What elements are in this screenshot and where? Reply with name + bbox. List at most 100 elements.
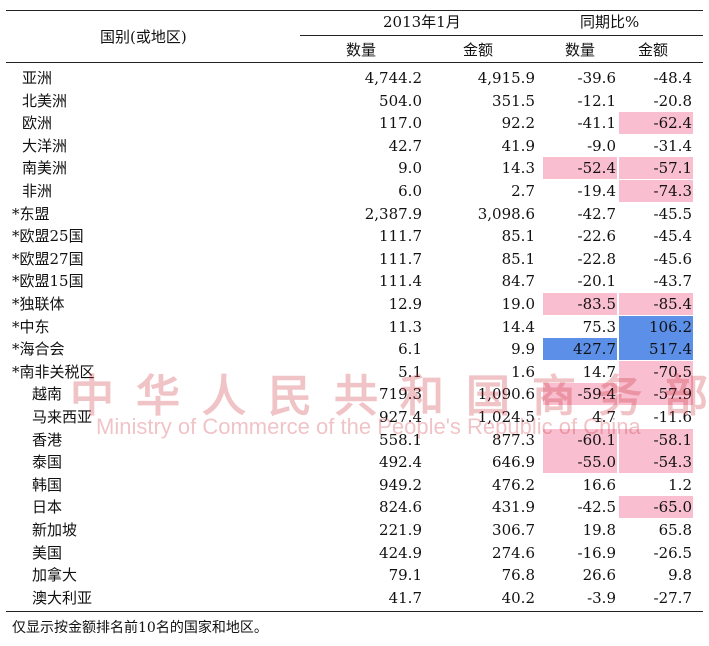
- cell-value: 2.7: [511, 182, 535, 200]
- cell-value: -85.4: [653, 295, 692, 313]
- cell-value: 1,090.6: [477, 385, 535, 404]
- cell-value: -22.6: [577, 227, 616, 246]
- cell-highlight: [543, 338, 617, 361]
- cell-value: 111.4: [379, 272, 422, 291]
- cell-highlight: [619, 360, 693, 383]
- cell-value: 3,098.6: [477, 204, 535, 223]
- cell-value: -54.3: [653, 453, 692, 472]
- cell-highlight: [619, 338, 693, 361]
- region-name: 越南: [32, 385, 63, 404]
- sub-rule: [300, 35, 703, 36]
- cell-value: 76.8: [501, 566, 535, 585]
- cell-value: -20.1: [577, 272, 616, 291]
- cell-value: 79.1: [388, 566, 422, 585]
- cell-value: -70.5: [653, 362, 692, 381]
- region-name: 北美洲: [22, 91, 68, 110]
- region-name: 非洲: [22, 182, 53, 200]
- cell-value: 719.3: [379, 385, 422, 404]
- cell-value: 5.1: [398, 362, 422, 381]
- cell-value: -11.6: [653, 408, 692, 426]
- cell-highlight: [619, 496, 693, 519]
- region-name: *南非关税区: [12, 362, 95, 381]
- cell-highlight: [543, 451, 617, 474]
- cell-value: 85.1: [501, 227, 535, 246]
- cell-value: 351.5: [492, 91, 535, 110]
- cell-value: 1.6: [511, 362, 535, 381]
- cell-value: -52.4: [577, 159, 616, 178]
- cell-value: -83.5: [577, 295, 616, 313]
- cell-value: 6.1: [398, 340, 422, 359]
- cell-highlight: [619, 383, 693, 406]
- cell-value: 1,024.5: [477, 408, 535, 426]
- cell-highlight: [619, 180, 693, 202]
- cell-value: 75.3: [582, 317, 616, 336]
- cell-value: 9.8: [668, 566, 692, 585]
- cell-value: -9.0: [587, 136, 616, 155]
- cell-value: -41.1: [577, 114, 616, 133]
- cell-value: 492.4: [379, 453, 422, 472]
- header: 金额: [463, 41, 494, 59]
- cell-value: 4,744.2: [364, 69, 422, 87]
- region-name: *东盟: [12, 204, 50, 223]
- header: 数量: [346, 41, 377, 59]
- cell-value: -45.6: [653, 249, 692, 268]
- cell-value: 9.0: [398, 159, 422, 178]
- cell-value: 41.7: [388, 588, 422, 607]
- cell-value: 106.2: [649, 317, 692, 336]
- region-name: 欧洲: [22, 114, 53, 133]
- cell-highlight: [543, 293, 617, 315]
- cell-value: 4.7: [592, 408, 616, 426]
- region-name: *海合会: [12, 340, 65, 359]
- cell-value: -43.7: [653, 272, 692, 291]
- cell-value: 41.9: [501, 136, 535, 155]
- header: 同期比%: [580, 13, 640, 31]
- cell-value: 16.6: [582, 475, 616, 494]
- cell-value: 12.9: [388, 295, 422, 313]
- cell-value: 111.7: [379, 249, 422, 268]
- cell-value: -20.8: [653, 91, 692, 110]
- cell-value: 424.9: [379, 543, 422, 562]
- region-name: 新加坡: [32, 521, 78, 539]
- cell-value: -48.4: [653, 69, 692, 87]
- cell-value: 476.2: [492, 475, 535, 494]
- region-name: 南美洲: [22, 159, 68, 178]
- cell-value: -22.8: [577, 249, 616, 268]
- cell-value: 558.1: [379, 430, 422, 449]
- cell-value: 84.7: [501, 272, 535, 291]
- cell-value: -62.4: [653, 114, 692, 133]
- cell-value: 26.6: [582, 566, 616, 585]
- region-name: *独联体: [12, 295, 65, 313]
- cell-value: -45.5: [653, 204, 692, 223]
- top-rule: [6, 10, 703, 11]
- cell-highlight: [543, 157, 617, 180]
- cell-value: -57.1: [653, 159, 692, 178]
- region-name: 澳大利亚: [32, 588, 93, 607]
- footnote: 仅显示按金额排名前10名的国家和地区。: [12, 620, 268, 636]
- cell-value: -42.5: [577, 498, 616, 517]
- cell-value: -31.4: [653, 136, 692, 155]
- cell-highlight: [543, 428, 617, 451]
- cell-value: 2,387.9: [364, 204, 422, 223]
- region-name: 大洋洲: [22, 136, 68, 155]
- cell-value: -27.7: [653, 588, 692, 607]
- region-name: 韩国: [32, 475, 63, 494]
- cell-value: 274.6: [492, 543, 535, 562]
- cell-value: 14.7: [582, 362, 616, 381]
- cell-value: 306.7: [492, 521, 535, 539]
- cell-value: 6.0: [398, 182, 422, 200]
- cell-value: 1.2: [668, 475, 692, 494]
- cell-value: -60.1: [577, 430, 616, 449]
- cell-value: -74.3: [653, 182, 692, 200]
- cell-value: 14.3: [501, 159, 535, 178]
- header-rule: [6, 62, 703, 63]
- region-name: 泰国: [32, 453, 63, 472]
- region-name: *欧盟27国: [12, 249, 84, 268]
- cell-value: -19.4: [577, 182, 616, 200]
- region-name: *欧盟25国: [12, 227, 84, 246]
- header: 2013年1月: [383, 13, 461, 31]
- cell-value: -45.4: [653, 227, 692, 246]
- cell-value: -42.7: [577, 204, 616, 223]
- cell-value: 19.8: [582, 521, 616, 539]
- cell-value: 504.0: [379, 91, 422, 110]
